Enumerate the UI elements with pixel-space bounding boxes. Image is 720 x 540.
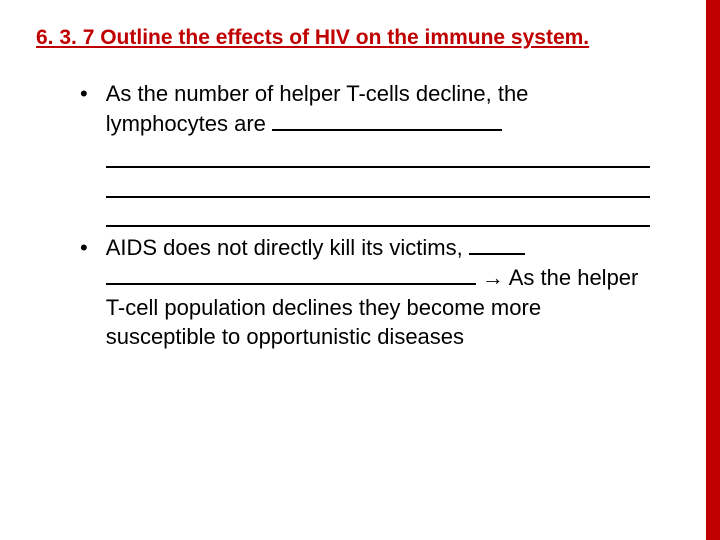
blank-fill	[469, 234, 525, 255]
blank-line	[106, 141, 650, 169]
bullet-item: • AIDS does not directly kill its victim…	[80, 233, 650, 352]
bullet-dot-icon: •	[80, 79, 88, 109]
slide-title: 6. 3. 7 Outline the effects of HIV on th…	[36, 24, 680, 51]
accent-bar	[706, 0, 720, 540]
blank-line	[106, 170, 650, 198]
bullet-dot-icon: •	[80, 233, 88, 263]
slide-content: • As the number of helper T-cells declin…	[36, 79, 680, 352]
blank-fill	[106, 264, 476, 285]
bullet-text: AIDS does not directly kill its victims,…	[106, 233, 650, 352]
bullet-lead: AIDS does not directly kill its victims,	[106, 235, 469, 260]
blank-line	[106, 200, 650, 228]
bullet-item: • As the number of helper T-cells declin…	[80, 79, 650, 227]
bullet-text: As the number of helper T-cells decline,…	[106, 79, 650, 227]
slide: 6. 3. 7 Outline the effects of HIV on th…	[0, 0, 720, 382]
blank-fill	[272, 110, 502, 131]
arrow-icon: →	[482, 265, 504, 290]
